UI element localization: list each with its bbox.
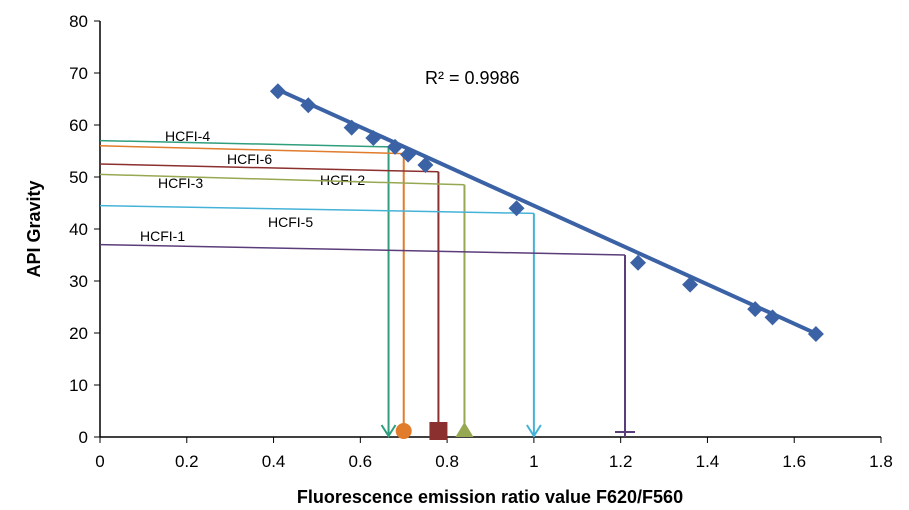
x-tick-label: 1.4 — [696, 452, 720, 471]
data-point — [300, 97, 317, 114]
y-tick-label: 40 — [69, 220, 88, 239]
sample-horizontal — [99, 145, 404, 155]
sample-horizontal — [99, 243, 626, 256]
sample-horizontal — [99, 204, 534, 215]
data-point — [365, 130, 382, 146]
x-tick-label: 0.4 — [262, 452, 286, 471]
sample-marker — [526, 424, 542, 438]
sample-marker — [455, 422, 474, 437]
sample-horizontal — [99, 173, 465, 186]
data-point — [400, 146, 417, 163]
x-tick-label: 1.2 — [609, 452, 633, 471]
data-point — [417, 157, 434, 174]
x-tick-label: 0 — [95, 452, 104, 471]
x-tick-label: 0.6 — [349, 452, 373, 471]
y-tick-label: 30 — [69, 272, 88, 291]
trendline — [277, 87, 817, 336]
sample-marker — [429, 422, 448, 440]
sample-marker — [395, 423, 412, 439]
x-tick-label: 1.8 — [869, 452, 893, 471]
y-tick-label: 0 — [79, 428, 88, 447]
y-tick-label: 70 — [69, 64, 88, 83]
x-tick-label: 0.2 — [175, 452, 199, 471]
y-tick-label: 60 — [69, 116, 88, 135]
x-tick-label: 1.6 — [782, 452, 806, 471]
sample-horizontal — [99, 163, 439, 173]
data-point — [387, 138, 404, 155]
sample-label: HCFI-3 — [158, 175, 203, 191]
data-point — [630, 254, 647, 271]
y-tick-label: 20 — [69, 324, 88, 343]
sample-label: HCFI-5 — [268, 214, 313, 230]
data-point — [343, 119, 360, 136]
data-point — [747, 301, 764, 318]
y-tick-label: 50 — [69, 168, 88, 187]
x-tick-label: 0.8 — [435, 452, 459, 471]
data-point — [807, 326, 824, 343]
sample-label: HCFI-6 — [227, 151, 272, 167]
annotation: R² = 0.9986 — [425, 68, 520, 88]
data-point — [764, 309, 781, 326]
data-point — [269, 83, 286, 100]
sample-marker — [380, 424, 397, 438]
sample-label: HCFI-4 — [165, 128, 210, 144]
y-tick-label: 10 — [69, 376, 88, 395]
data-point — [508, 200, 525, 217]
x-axis-title: Fluorescence emission ratio value F620/F… — [297, 487, 683, 507]
sample-marker — [615, 422, 636, 437]
data-point — [682, 276, 699, 293]
sample-label: HCFI-1 — [140, 228, 185, 244]
sample-horizontal — [99, 139, 389, 148]
sample-label: HCFI-2 — [320, 172, 365, 188]
y-tick-label: 80 — [69, 12, 88, 31]
y-axis-title: API Gravity — [24, 180, 44, 277]
x-tick-label: 1 — [529, 452, 538, 471]
